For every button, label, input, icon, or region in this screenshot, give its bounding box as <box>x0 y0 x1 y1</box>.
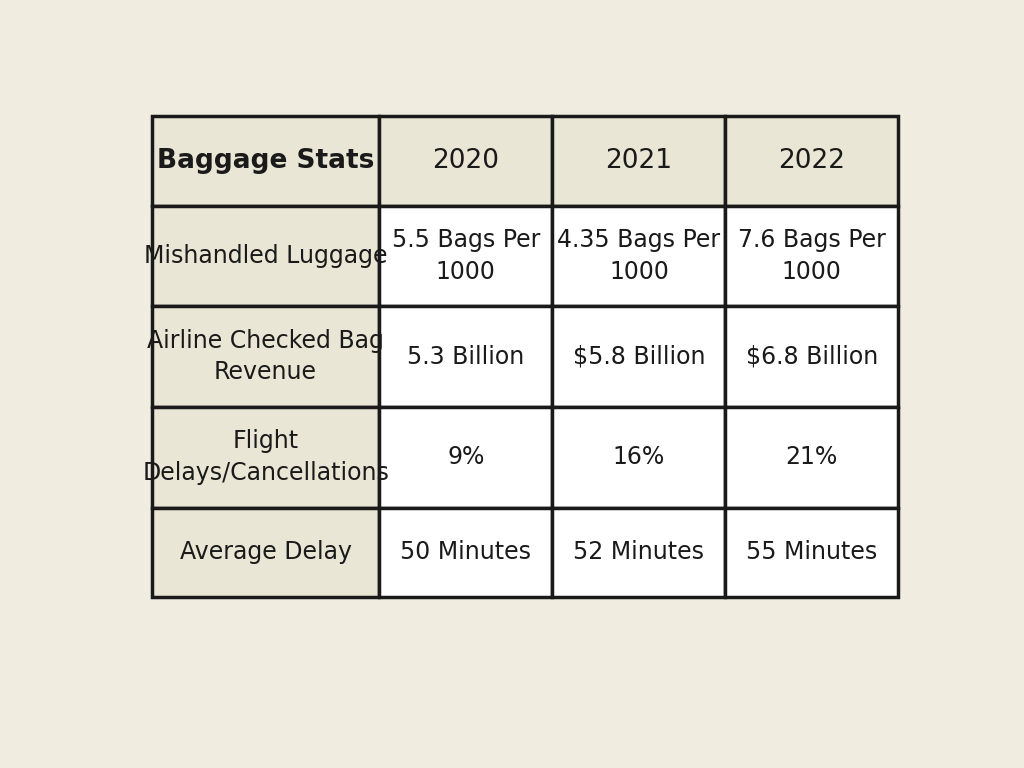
Bar <box>725 206 898 306</box>
Bar <box>379 508 552 598</box>
Text: 5.5 Bags Per
1000: 5.5 Bags Per 1000 <box>391 228 540 283</box>
Bar <box>552 508 725 598</box>
Text: 2021: 2021 <box>605 147 673 174</box>
Text: Baggage Stats: Baggage Stats <box>157 147 374 174</box>
Text: $5.8 Billion: $5.8 Billion <box>572 345 706 369</box>
Bar <box>552 116 725 206</box>
Text: 55 Minutes: 55 Minutes <box>746 541 878 564</box>
Text: 5.3 Billion: 5.3 Billion <box>408 345 524 369</box>
Text: 9%: 9% <box>447 445 484 469</box>
Text: 2020: 2020 <box>432 147 500 174</box>
Bar <box>152 306 379 407</box>
Text: 16%: 16% <box>612 445 665 469</box>
Text: $6.8 Billion: $6.8 Billion <box>745 345 878 369</box>
Bar <box>152 116 379 206</box>
Text: 7.6 Bags Per
1000: 7.6 Bags Per 1000 <box>737 228 886 283</box>
Text: Mishandled Luggage: Mishandled Luggage <box>143 244 387 268</box>
Text: Average Delay: Average Delay <box>179 541 351 564</box>
Bar <box>552 206 725 306</box>
Text: 52 Minutes: 52 Minutes <box>573 541 705 564</box>
Text: 4.35 Bags Per
1000: 4.35 Bags Per 1000 <box>557 228 721 283</box>
Bar <box>379 407 552 508</box>
Bar <box>725 116 898 206</box>
Bar <box>152 508 379 598</box>
Bar <box>725 306 898 407</box>
Bar <box>725 508 898 598</box>
Bar <box>379 306 552 407</box>
Bar <box>152 407 379 508</box>
Bar <box>725 407 898 508</box>
Bar <box>379 206 552 306</box>
Bar <box>379 116 552 206</box>
Text: Flight
Delays/Cancellations: Flight Delays/Cancellations <box>142 429 389 485</box>
Text: 2022: 2022 <box>778 147 845 174</box>
Bar <box>552 306 725 407</box>
Text: 21%: 21% <box>785 445 838 469</box>
Text: Airline Checked Bag
Revenue: Airline Checked Bag Revenue <box>147 329 384 384</box>
Text: 50 Minutes: 50 Minutes <box>400 541 531 564</box>
Bar <box>552 407 725 508</box>
Bar <box>152 206 379 306</box>
